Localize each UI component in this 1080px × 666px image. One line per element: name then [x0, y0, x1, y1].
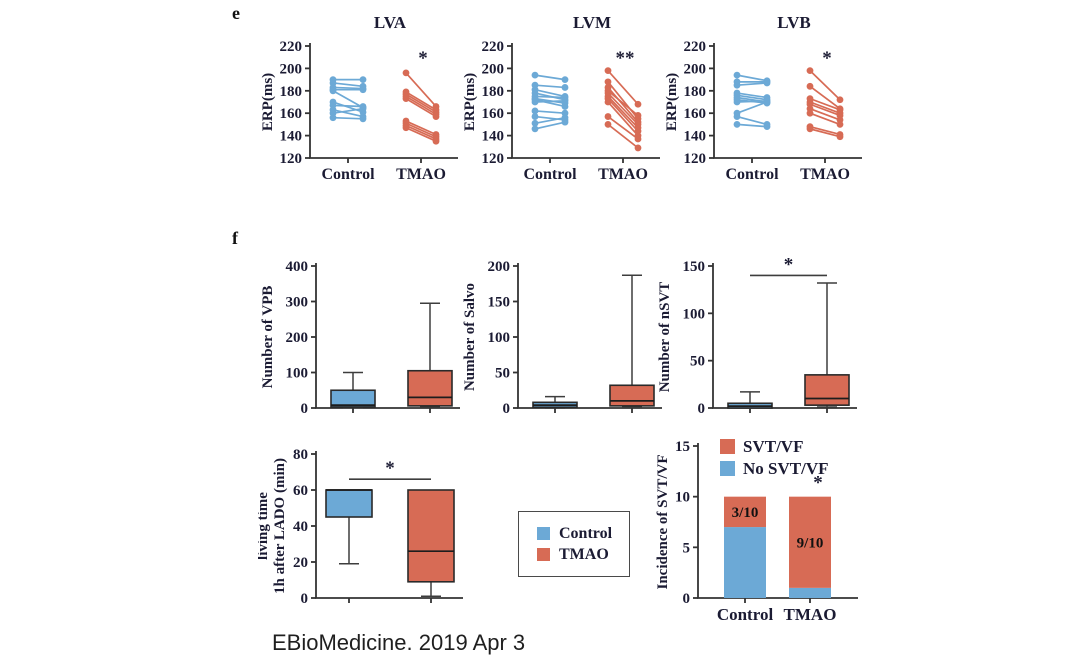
svg-text:220: 220 — [684, 39, 707, 55]
svg-text:150: 150 — [488, 295, 511, 311]
svg-text:TMAO: TMAO — [800, 166, 850, 183]
svg-text:Number of nSVT: Number of nSVT — [657, 282, 673, 393]
svg-text:180: 180 — [684, 84, 707, 100]
chart-number-of-vpb-boxplot: 0 100 200 300 400 Number of VPB — [258, 248, 482, 435]
chart-lvm-paired-erp: 120 140 160 180 200 220 ERP(ms) LVM Control TMAO *… — [460, 8, 682, 207]
panel-e-label: e — [232, 3, 240, 23]
legend-label-control: Control — [559, 524, 613, 542]
svg-text:Number of Salvo: Number of Salvo — [462, 283, 478, 391]
tmao-color-swatch — [537, 548, 550, 561]
svg-text:50: 50 — [495, 366, 510, 382]
svg-text:ERP(ms): ERP(ms) — [462, 73, 478, 131]
control-color-swatch — [537, 527, 550, 540]
svg-text:ERP(ms): ERP(ms) — [260, 73, 276, 131]
svg-text:9/10: 9/10 — [797, 535, 824, 551]
svg-text:180: 180 — [280, 84, 303, 100]
chart-number-of-nsvt-boxplot: 0 50 100 150 Number of nSVT * — [655, 248, 879, 435]
chart-number-of-salvo-boxplot: 0 50 100 150 200 Number of Salvo — [460, 248, 684, 435]
nsvt-svg: 0 50 100 150 Number of nSVT * — [657, 254, 857, 417]
svg-text:60: 60 — [293, 483, 308, 499]
svg-text:220: 220 — [280, 39, 303, 55]
living-svg: 0 20 40 60 80 living time 1h after LADO (min) * — [255, 447, 463, 607]
svg-text:living time: living time — [258, 492, 271, 560]
svg-text:180: 180 — [482, 84, 505, 100]
chart-incidence-svtvf-stacked-bar: 0 5 10 15 Incidence of SVT/VF 3/10 Control 9/10… — [653, 437, 897, 650]
svg-text:Number of VPB: Number of VPB — [260, 286, 276, 389]
svg-text:3/10: 3/10 — [732, 505, 759, 521]
svg-text:400: 400 — [286, 259, 309, 275]
svg-text:200: 200 — [286, 330, 309, 346]
svg-text:0: 0 — [698, 401, 706, 417]
legend-label-tmao: TMAO — [559, 545, 609, 563]
svg-text:15: 15 — [675, 439, 690, 455]
svg-text:0: 0 — [301, 401, 309, 417]
vpb-svg: 0 100 200 300 400 Number of VPB — [260, 259, 460, 417]
legend-item-control: Control — [537, 524, 629, 542]
lvb-svg: 120 140 160 180 200 220 ERP(ms) LVB Control TMAO * — [664, 13, 862, 183]
panel-f-label: f — [232, 228, 238, 248]
svg-text:100: 100 — [488, 330, 511, 346]
chart-lvb-paired-erp: 120 140 160 180 200 220 ERP(ms) LVB Control TMAO * — [662, 8, 884, 207]
svg-text:No SVT/VF: No SVT/VF — [743, 459, 828, 478]
svg-text:**: ** — [616, 48, 635, 69]
svg-text:ERP(ms): ERP(ms) — [664, 73, 680, 131]
svg-text:150: 150 — [683, 259, 706, 275]
svg-text:*: * — [822, 48, 832, 69]
salvo-svg: 0 50 100 150 200 Number of Salvo — [462, 259, 662, 417]
svg-text:Control: Control — [725, 166, 779, 183]
svg-text:40: 40 — [293, 519, 308, 535]
svg-text:Control: Control — [523, 166, 577, 183]
svg-text:50: 50 — [690, 354, 705, 370]
chart-lva-paired-erp: 120 140 160 180 200 220 ERP(ms) LVA Control TMAO * — [258, 8, 480, 207]
svg-text:5: 5 — [683, 540, 691, 556]
group-color-legend: Control TMAO — [518, 511, 630, 577]
journal-caption: EBioMedicine. 2019 Apr 3 — [272, 630, 526, 655]
svg-text:160: 160 — [280, 106, 303, 122]
svg-text:300: 300 — [286, 295, 309, 311]
svg-text:220: 220 — [482, 39, 505, 55]
svg-text:LVB: LVB — [777, 13, 810, 32]
svg-text:200: 200 — [280, 61, 303, 77]
svg-text:Incidence of SVT/VF: Incidence of SVT/VF — [655, 455, 671, 590]
svg-text:LVM: LVM — [573, 13, 611, 32]
svg-text:200: 200 — [684, 61, 707, 77]
svg-text:200: 200 — [482, 61, 505, 77]
svg-text:160: 160 — [482, 106, 505, 122]
svg-text:*: * — [784, 254, 794, 275]
svg-text:120: 120 — [684, 151, 707, 167]
lvm-svg: 120 140 160 180 200 220 ERP(ms) LVM Control TMAO *… — [462, 13, 660, 183]
svg-text:LVA: LVA — [374, 13, 407, 32]
svg-text:TMAO: TMAO — [396, 166, 446, 183]
svg-text:0: 0 — [503, 401, 511, 417]
svg-text:140: 140 — [684, 129, 707, 145]
svg-text:100: 100 — [683, 306, 706, 322]
svg-text:*: * — [813, 473, 823, 494]
svg-text:Control: Control — [321, 166, 375, 183]
svg-text:120: 120 — [482, 151, 505, 167]
svg-text:0: 0 — [683, 591, 691, 607]
svg-text:140: 140 — [280, 129, 303, 145]
svg-text:120: 120 — [280, 151, 303, 167]
svg-text:*: * — [418, 48, 428, 69]
svg-text:160: 160 — [684, 106, 707, 122]
legend-item-tmao: TMAO — [537, 545, 629, 563]
svg-text:140: 140 — [482, 129, 505, 145]
svg-text:200: 200 — [488, 259, 511, 275]
svg-text:TMAO: TMAO — [784, 605, 837, 624]
svg-text:0: 0 — [301, 591, 309, 607]
svg-text:SVT/VF: SVT/VF — [743, 437, 803, 456]
svg-text:10: 10 — [675, 490, 690, 506]
svg-text:80: 80 — [293, 447, 308, 463]
svg-text:*: * — [385, 458, 395, 479]
svg-text:TMAO: TMAO — [598, 166, 648, 183]
svg-text:20: 20 — [293, 555, 308, 571]
svg-text:100: 100 — [286, 366, 309, 382]
chart-living-time-boxplot: 0 20 40 60 80 living time 1h after LADO (min) * — [255, 437, 488, 644]
svg-text:1h after LADO (min): 1h after LADO (min) — [272, 458, 288, 594]
svg-text:Control: Control — [717, 605, 774, 624]
lva-svg: 120 140 160 180 200 220 ERP(ms) LVA Control TMAO * — [260, 13, 458, 183]
